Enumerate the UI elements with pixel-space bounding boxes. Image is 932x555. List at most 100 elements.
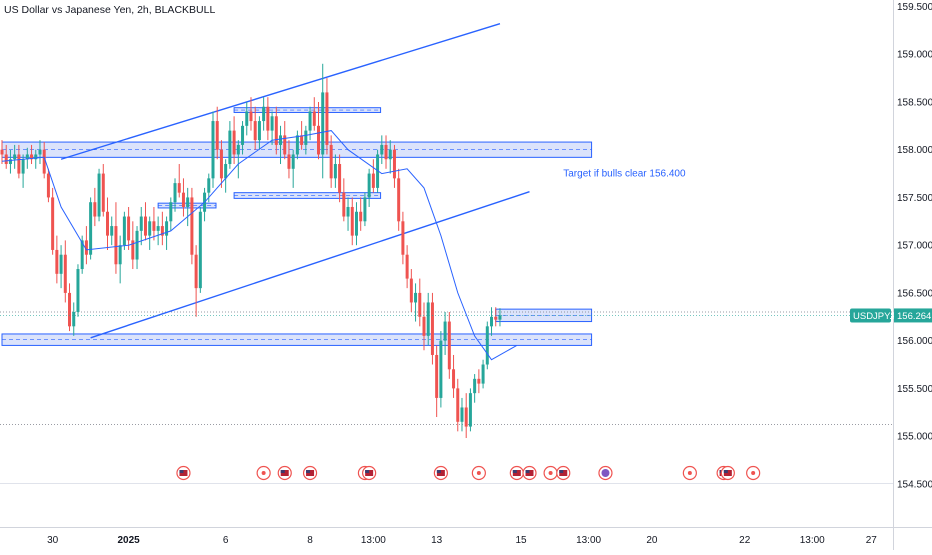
candle-body: [401, 221, 405, 255]
candle-body: [127, 216, 131, 241]
candle-body: [409, 278, 413, 303]
event-dot-icon[interactable]: [548, 471, 553, 475]
candle-body: [308, 111, 312, 131]
candle-body: [13, 154, 17, 160]
candle-body: [76, 269, 80, 313]
candle-body: [194, 254, 198, 289]
y-tick-label: 156.000: [897, 336, 932, 347]
event-dot-icon[interactable]: [476, 471, 481, 475]
candle-body: [46, 173, 50, 198]
candle-body: [367, 173, 371, 198]
candle-body: [452, 369, 456, 389]
candle-body: [380, 144, 384, 155]
candle-body: [114, 226, 118, 265]
plot-background: [0, 0, 893, 527]
candle-body: [295, 135, 299, 155]
candle-body: [473, 378, 477, 394]
y-tick-label: 156.500: [897, 288, 932, 299]
candle-body: [101, 173, 105, 212]
trend-line[interactable]: [60, 23, 501, 160]
candle-body: [498, 315, 502, 320]
us-flag-canton: [436, 470, 441, 473]
trend-line[interactable]: [90, 191, 530, 339]
x-tick-label: 13:00: [576, 535, 601, 546]
candle-body: [224, 164, 228, 179]
candle-body: [122, 216, 126, 246]
candle-body: [430, 302, 434, 355]
candle-body: [490, 316, 494, 327]
candle-body: [414, 292, 418, 303]
candle-body: [207, 178, 211, 193]
candle-body: [219, 149, 223, 179]
candle-body: [460, 407, 464, 422]
chart-title: US Dollar vs Japanese Yen, 2h, BLACKBULL: [4, 4, 216, 16]
event-dot-icon[interactable]: [751, 471, 756, 475]
candle-body: [143, 216, 147, 236]
candle-body: [148, 221, 152, 236]
y-tick-label: 159.000: [897, 50, 932, 61]
y-tick-label: 158.000: [897, 145, 932, 156]
candle-body: [439, 340, 443, 398]
candle-body: [181, 192, 185, 207]
y-tick-label: 159.500: [897, 2, 932, 13]
candle-body: [338, 164, 342, 193]
candle-body: [329, 144, 333, 179]
candle-body: [321, 92, 325, 155]
y-tick-label: 157.500: [897, 193, 932, 204]
candle-body: [165, 221, 169, 236]
candle-body: [169, 202, 173, 222]
event-dot-icon[interactable]: [261, 471, 266, 475]
candle-body: [241, 125, 245, 145]
x-tick-label: 20: [646, 535, 658, 546]
candle-body: [405, 254, 409, 279]
candle-body: [160, 226, 164, 236]
lightning-icon[interactable]: [601, 469, 610, 477]
x-tick-label: 30: [47, 535, 59, 546]
candle-body: [300, 135, 304, 145]
candle-body: [388, 149, 392, 160]
candle-body: [228, 130, 232, 165]
candle-body: [422, 316, 426, 336]
target-annotation: Target if bulls clear 156.400: [563, 168, 686, 179]
candle-body: [25, 154, 29, 160]
candle-body: [342, 192, 346, 217]
candle-body: [262, 106, 266, 122]
x-tick-label: 13:00: [361, 535, 386, 546]
candle-body: [30, 154, 34, 160]
candle-body: [156, 226, 160, 231]
candle-body: [8, 159, 12, 165]
candle-body: [80, 240, 84, 270]
candle-body: [93, 202, 97, 217]
candle-body: [485, 326, 489, 365]
us-flag-canton: [512, 470, 517, 473]
candle-body: [346, 206, 350, 217]
candle-body: [274, 116, 278, 145]
candle-body: [426, 302, 430, 336]
us-flag-canton: [525, 470, 530, 473]
candle-body: [198, 211, 202, 289]
candle-body: [397, 178, 401, 222]
candle-body: [21, 159, 25, 174]
price-badge: [894, 308, 932, 323]
candle-body: [173, 183, 177, 203]
candle-body: [481, 364, 485, 384]
candle-body: [97, 173, 101, 217]
candle-body: [177, 183, 181, 193]
y-tick-label: 157.000: [897, 241, 932, 252]
candle-body: [38, 149, 42, 155]
candle-body: [392, 149, 396, 179]
candle-body: [477, 378, 481, 384]
candle-body: [236, 144, 240, 155]
candle-body: [139, 216, 143, 231]
candle-body: [89, 202, 93, 255]
candle-body: [190, 197, 194, 255]
candle-body: [63, 254, 67, 293]
candle-body: [384, 144, 388, 160]
candle-body: [186, 197, 190, 207]
x-tick-label: 8: [307, 535, 313, 546]
candle-body: [270, 116, 274, 131]
event-dot-icon[interactable]: [687, 471, 692, 475]
us-flag-canton: [179, 470, 184, 473]
